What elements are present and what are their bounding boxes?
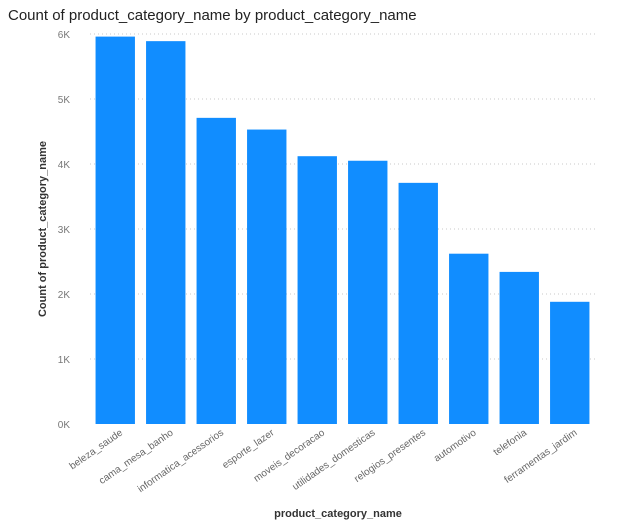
y-tick-label: 6K bbox=[58, 30, 71, 41]
bar-automotivo[interactable] bbox=[449, 253, 489, 424]
bar-utilidades_domesticas[interactable] bbox=[348, 160, 388, 424]
x-category-label: utilidades_domesticas bbox=[291, 427, 378, 492]
x-category-label: informatica_acessorios bbox=[136, 427, 226, 495]
x-category-label: automotivo bbox=[432, 427, 479, 464]
y-tick-label: 4K bbox=[58, 160, 71, 171]
y-tick-label: 2K bbox=[58, 290, 71, 301]
bar-beleza_saude[interactable] bbox=[95, 36, 135, 424]
bar-moveis_decoracao[interactable] bbox=[297, 156, 337, 424]
y-tick-label: 3K bbox=[58, 225, 71, 236]
y-axis-title: Count of product_category_name bbox=[37, 141, 49, 317]
y-tick-label: 5K bbox=[58, 95, 71, 106]
x-category-label: telefonia bbox=[492, 427, 530, 458]
y-tick-label: 1K bbox=[58, 355, 71, 366]
bar-telefonia[interactable] bbox=[499, 271, 539, 424]
bar-ferramentas_jardim[interactable] bbox=[550, 301, 590, 424]
bars bbox=[95, 36, 590, 425]
bar-esporte_lazer[interactable] bbox=[247, 129, 287, 425]
y-axis-ticks: 0K 1K 2K 3K 4K 5K 6K bbox=[58, 30, 71, 431]
chart-title: Count of product_category_name by produc… bbox=[8, 7, 417, 24]
y-tick-label: 0K bbox=[58, 420, 71, 431]
bar-cama_mesa_banho[interactable] bbox=[146, 41, 186, 425]
x-axis-categories: beleza_saudecama_mesa_banhoinformatica_a… bbox=[68, 427, 580, 495]
bar-relogios_presentes[interactable] bbox=[398, 182, 438, 424]
bar-informatica_acessorios[interactable] bbox=[196, 117, 236, 424]
x-axis-title: product_category_name bbox=[274, 508, 402, 520]
